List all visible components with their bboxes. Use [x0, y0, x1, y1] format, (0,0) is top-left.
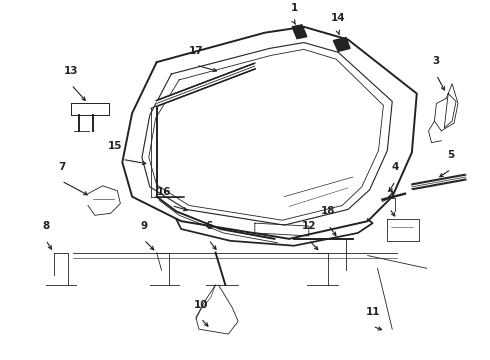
- Text: 8: 8: [42, 221, 49, 231]
- Text: 10: 10: [194, 300, 208, 310]
- Text: 2: 2: [386, 190, 393, 199]
- Text: 4: 4: [392, 162, 399, 172]
- Text: 12: 12: [301, 221, 316, 231]
- Text: 1: 1: [291, 3, 298, 13]
- Text: 14: 14: [331, 13, 345, 23]
- Polygon shape: [71, 103, 109, 115]
- Polygon shape: [292, 25, 307, 39]
- Text: 11: 11: [366, 307, 380, 318]
- Text: 16: 16: [157, 186, 172, 197]
- Text: 5: 5: [447, 150, 455, 160]
- Text: 17: 17: [189, 46, 203, 56]
- Text: 7: 7: [58, 162, 65, 172]
- Text: 3: 3: [433, 56, 440, 66]
- Text: 18: 18: [321, 206, 336, 216]
- Polygon shape: [333, 38, 350, 51]
- Text: 13: 13: [64, 66, 78, 76]
- Polygon shape: [387, 219, 419, 241]
- Text: 15: 15: [108, 140, 122, 150]
- Polygon shape: [444, 94, 456, 128]
- Text: 9: 9: [140, 221, 147, 231]
- Text: 6: 6: [205, 221, 212, 231]
